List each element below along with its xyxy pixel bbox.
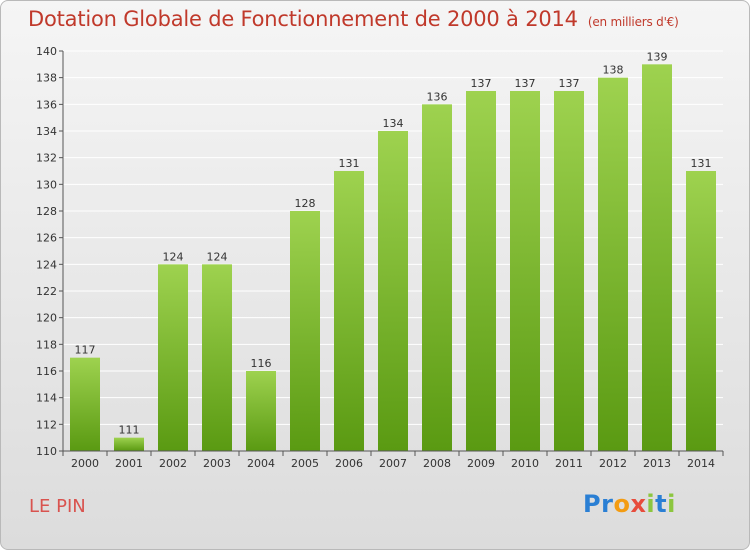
data-label: 134 [383,117,404,130]
proxiti-logo[interactable]: Proxiti [583,490,676,518]
data-label: 137 [559,77,580,90]
bar [114,437,144,451]
logo-letter: i [646,490,656,518]
bar [334,171,364,451]
chart-subtitle: (en milliers d'€) [587,15,679,29]
y-tick-label: 136 [36,98,57,111]
bars [70,64,716,452]
y-tick-label: 140 [36,45,57,58]
x-tick-label: 2010 [511,457,539,470]
y-tick-label: 120 [36,312,57,325]
x-tick-label: 2008 [423,457,451,470]
bar [378,131,408,451]
x-tick-label: 2009 [467,457,495,470]
data-label: 139 [647,50,668,63]
y-tick-label: 110 [36,445,57,458]
y-tick-label: 134 [36,125,57,138]
data-label: 124 [163,250,184,263]
y-tick-label: 112 [36,418,57,431]
logo-letter: P [583,490,602,518]
bar [554,91,584,451]
y-tick-label: 116 [36,365,57,378]
x-tick-label: 2012 [599,457,627,470]
bar [642,64,672,452]
x-tick-label: 2002 [159,457,187,470]
x-tick-label: 2005 [291,457,319,470]
data-label: 137 [471,77,492,90]
bar [686,171,716,451]
data-label: 136 [427,90,448,103]
x-tick-label: 2000 [71,457,99,470]
logo-letter: t [655,490,668,518]
place-name: LE PIN [29,496,86,517]
y-tick-label: 124 [36,258,57,271]
data-label: 117 [75,344,96,357]
y-tick-label: 118 [36,338,57,351]
x-tick-label: 2004 [247,457,275,470]
y-tick-label: 138 [36,72,57,85]
x-tick-label: 2011 [555,457,583,470]
x-tick-label: 2007 [379,457,407,470]
x-tick-label: 2014 [687,457,715,470]
data-label: 111 [119,424,140,437]
x-tick-label: 2003 [203,457,231,470]
bar [70,357,100,451]
x-tick-label: 2006 [335,457,363,470]
y-tick-label: 114 [36,392,57,405]
data-label: 131 [691,157,712,170]
x-axis: 2000 2001 2002 2003 2004 2005 2006 2007 2008 2009… [62,450,724,470]
logo-letter: o [613,490,631,518]
bar [290,211,320,451]
y-tick-label: 132 [36,152,57,165]
bar [202,264,232,451]
data-label: 137 [515,77,536,90]
bar [510,91,540,451]
bar [598,77,628,452]
data-label: 128 [295,197,316,210]
bar [246,371,276,451]
data-label: 116 [251,357,272,370]
bar [466,91,496,451]
logo-letter: x [630,490,647,518]
bar [158,264,188,451]
y-axis: 110 112 114 116 118 120 122 124 126 128 130 132 134 1… [36,45,64,458]
data-labels: 117 111 124 124 116 128 131 134 136 137 137 137 138 1… [75,50,712,436]
chart-title: Dotation Globale de Fonctionnement de 20… [28,7,679,31]
chart-title-text: Dotation Globale de Fonctionnement de 20… [28,7,578,31]
logo-letter: r [601,490,614,518]
x-tick-label: 2001 [115,457,143,470]
data-label: 138 [603,64,624,77]
x-tick-label: 2013 [643,457,671,470]
y-tick-label: 128 [36,205,57,218]
y-tick-label: 126 [36,232,57,245]
bar [422,104,452,451]
logo-letter: i [667,490,676,518]
y-tick-label: 130 [36,178,57,191]
data-label: 124 [207,250,228,263]
data-label: 131 [339,157,360,170]
y-tick-label: 122 [36,285,57,298]
